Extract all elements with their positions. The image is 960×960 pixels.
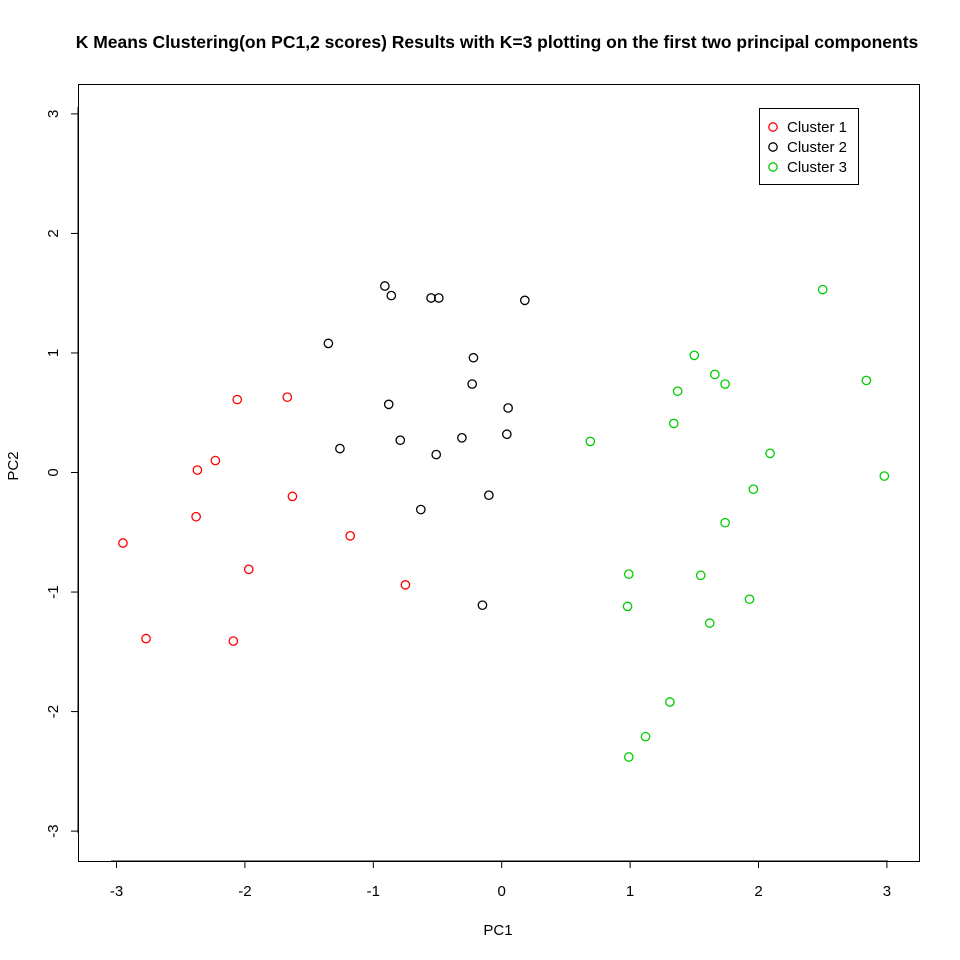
cluster-3-point [861, 375, 872, 386]
cluster-2-point [501, 429, 512, 440]
y-tick-label: 1 [45, 349, 62, 357]
cluster-3-point [879, 471, 890, 481]
x-tick-label: 3 [883, 883, 891, 900]
x-tick-label: 2 [754, 883, 762, 900]
cluster-3-point [748, 484, 759, 495]
x-tick-label: 1 [626, 883, 634, 900]
cluster-1-point [141, 633, 151, 644]
cluster-3-point [817, 284, 828, 295]
cluster-1-point [232, 394, 243, 405]
y-axis: -3 -2 -1 0 1 2 3 [45, 107, 79, 838]
data-points [118, 281, 890, 762]
y-axis-title: PC2 [5, 451, 22, 480]
x-axis: -3 -2 -1 0 1 2 3 [110, 860, 891, 900]
y-tick-label: 0 [45, 468, 62, 476]
cluster-3-point [704, 618, 715, 628]
cluster-2-point [395, 435, 406, 446]
y-tick-label: -1 [45, 585, 62, 598]
y-tick-label: 3 [45, 110, 62, 118]
x-tick-label: -3 [110, 883, 123, 900]
cluster-3-point [668, 418, 679, 429]
cluster-3-point [640, 731, 651, 742]
legend-label-cluster-1: Cluster 1 [787, 119, 847, 136]
legend-marker-cluster-3 [768, 162, 778, 172]
cluster-3-point [744, 594, 755, 605]
cluster-2-point [380, 281, 390, 291]
cluster-3-point [720, 517, 730, 528]
cluster-3-point [689, 350, 700, 361]
cluster-1-point [345, 531, 356, 541]
cluster-1-point [287, 491, 298, 502]
legend-box [759, 108, 859, 185]
legend: Cluster 1 Cluster 2 Cluster 3 [759, 108, 859, 185]
cluster-3-point [695, 570, 706, 581]
cluster-1-point [210, 455, 221, 466]
cluster-2-point [383, 399, 394, 410]
legend-label-cluster-2: Cluster 2 [787, 139, 847, 156]
cluster-3-point [585, 436, 596, 447]
cluster-3-point [765, 448, 775, 459]
cluster-2-point [503, 403, 513, 413]
cluster-2-point [431, 449, 442, 460]
cluster-2-point [484, 490, 494, 501]
cluster-3-point [672, 386, 683, 397]
cluster-3-point [623, 752, 634, 762]
x-axis-title: PC1 [483, 922, 512, 939]
cluster-2-point [415, 504, 426, 515]
x-tick-label: 0 [498, 883, 506, 900]
cluster-1-point [282, 392, 293, 403]
cluster-1-point [400, 580, 411, 590]
cluster-2-point [433, 293, 444, 303]
x-tick-label: -2 [238, 883, 251, 900]
y-tick-label: -2 [45, 705, 62, 718]
cluster-1-point [243, 564, 254, 575]
chart-title: K Means Clustering(on PC1,2 scores) Resu… [76, 32, 919, 52]
y-tick-label: 2 [45, 229, 62, 237]
cluster-2-point [335, 443, 345, 454]
cluster-1-point [118, 538, 128, 548]
legend-marker-cluster-2 [768, 142, 778, 152]
cluster-2-point [468, 352, 479, 363]
cluster-2-point [386, 290, 397, 301]
cluster-3-point [665, 697, 675, 707]
cluster-3-point [622, 601, 633, 612]
cluster-1-point [228, 636, 239, 646]
legend-marker-cluster-1 [768, 122, 778, 132]
cluster-3-point [709, 369, 720, 380]
cluster-1-point [192, 465, 203, 475]
cluster-2-point [426, 293, 436, 303]
cluster-2-point [467, 379, 478, 389]
legend-label-cluster-3: Cluster 3 [787, 159, 847, 176]
cluster-2-point [457, 432, 467, 443]
cluster-2-point [519, 295, 530, 306]
cluster-2-point [323, 338, 334, 349]
cluster-1-point [191, 511, 201, 522]
y-tick-label: -3 [45, 824, 62, 837]
x-tick-label: -1 [367, 883, 380, 900]
cluster-3-point [623, 569, 634, 579]
cluster-2-point [477, 600, 488, 611]
cluster-3-point [720, 379, 730, 389]
